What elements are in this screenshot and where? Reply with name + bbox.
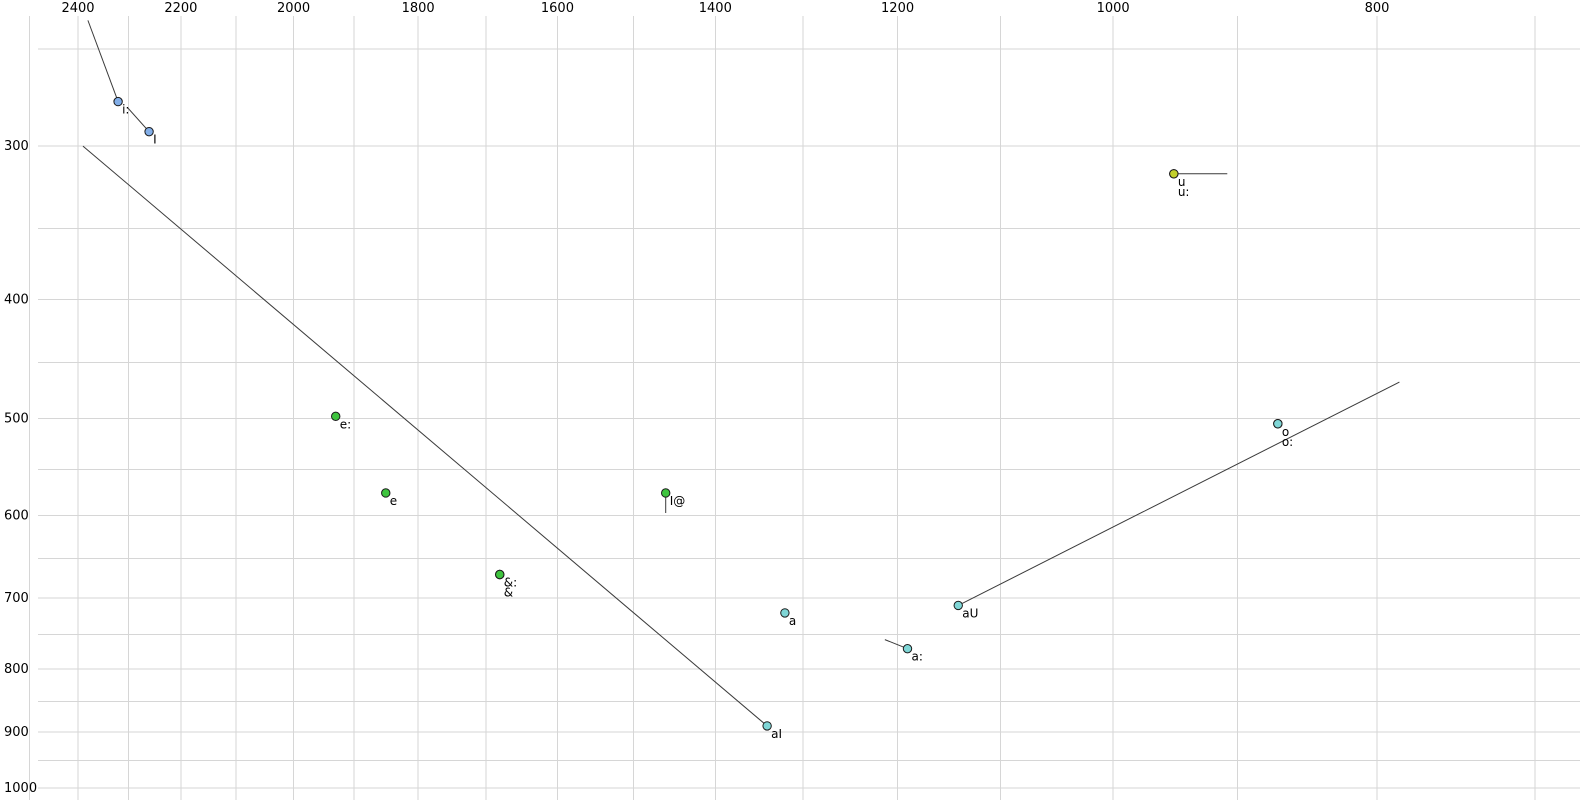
vowel-point-label-aU: aU xyxy=(962,606,978,620)
vowel-point-label-&:: &: xyxy=(504,576,517,590)
y-axis-tick-label: 400 xyxy=(4,292,29,307)
trajectory-line-I xyxy=(126,107,150,132)
vowel-point-label-u:: u: xyxy=(1178,185,1190,199)
vowel-point-a xyxy=(780,608,790,618)
x-axis-tick-label: 2400 xyxy=(61,1,94,16)
x-axis-tick-label: 1600 xyxy=(541,1,574,16)
y-axis-tick-label: 300 xyxy=(4,139,29,154)
vowel-point-& xyxy=(495,569,505,580)
vowel-point-label-u: u xyxy=(1178,175,1186,189)
vowel-point-label-o:: o: xyxy=(1282,435,1293,449)
vowel-point-e xyxy=(381,488,391,498)
vowel-point-label-o: o xyxy=(1282,425,1289,439)
vowel-point-label-i:: i: xyxy=(122,103,129,117)
vowel-point-label-a:: a: xyxy=(911,650,922,664)
trajectory-line-aI xyxy=(82,145,768,727)
vowel-point-label-&: & xyxy=(504,586,513,600)
x-axis-tick-label: 1400 xyxy=(699,1,732,16)
x-axis-tick-label: 800 xyxy=(1365,1,1390,16)
vowel-point-label-aI: aI xyxy=(771,727,782,741)
vowel-point-label-I@: I@ xyxy=(670,494,686,508)
y-axis-tick-label: 1000 xyxy=(4,781,37,796)
vowel-point-label-e:: e: xyxy=(340,417,351,431)
vowel-point-u: xyxy=(1169,169,1179,179)
vowel-point-o: xyxy=(1273,419,1283,429)
y-axis-tick-label: 800 xyxy=(4,662,29,677)
x-axis-tick-label: 2200 xyxy=(164,1,197,16)
y-axis-tick-label: 500 xyxy=(4,411,29,426)
vowel-point-label-e: e xyxy=(390,494,397,508)
trajectory-line-aU xyxy=(958,381,1400,606)
x-axis-tick-label: 2000 xyxy=(277,1,310,16)
vowel-point-label-I: I xyxy=(153,133,157,147)
trajectory-line-i: xyxy=(87,20,119,102)
y-axis-tick-label: 700 xyxy=(4,591,29,606)
y-axis-tick-label: 900 xyxy=(4,725,29,740)
vowel-point-a: xyxy=(902,643,913,654)
y-axis-tick-label: 600 xyxy=(4,509,29,524)
vowel-point-label-a: a xyxy=(789,614,796,628)
vowel-point-e: xyxy=(331,411,341,422)
vowel-point-I xyxy=(144,126,154,137)
x-axis-tick-label: 1000 xyxy=(1097,1,1130,16)
x-axis-tick-label: 1800 xyxy=(402,1,435,16)
vowel-point-I@ xyxy=(661,488,671,498)
vowel-point-aU xyxy=(953,600,963,611)
vowel-point-i: xyxy=(113,96,123,107)
vowel-point-aI xyxy=(762,721,772,731)
x-axis-tick-label: 1200 xyxy=(881,1,914,16)
